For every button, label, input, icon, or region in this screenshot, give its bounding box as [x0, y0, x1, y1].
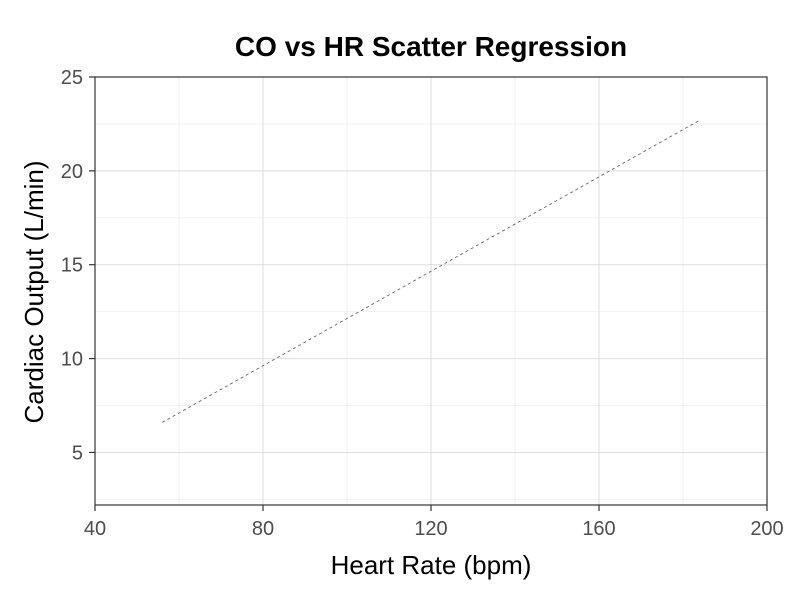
y-tick-label: 25 [61, 67, 83, 89]
plot-area [161, 119, 701, 423]
x-axis: 40 80 120 160 200 [84, 505, 784, 540]
y-tick-label: 10 [61, 349, 83, 371]
chart-title: CO vs HR Scatter Regression [235, 31, 627, 62]
x-tick-label: 200 [750, 518, 783, 540]
y-axis-title: Cardiac Output (L/min) [19, 161, 49, 424]
y-tick-label: 15 [61, 255, 83, 277]
x-axis-title: Heart Rate (bpm) [331, 550, 532, 580]
y-tick-label: 20 [61, 161, 83, 183]
x-tick-label: 40 [84, 518, 106, 540]
x-tick-label: 80 [252, 518, 274, 540]
grid [94, 76, 768, 505]
x-tick-label: 160 [582, 518, 615, 540]
y-axis: 5 10 15 20 25 [61, 67, 95, 464]
y-tick-label: 5 [72, 442, 83, 464]
regression-line [161, 119, 701, 423]
x-tick-label: 120 [414, 518, 447, 540]
